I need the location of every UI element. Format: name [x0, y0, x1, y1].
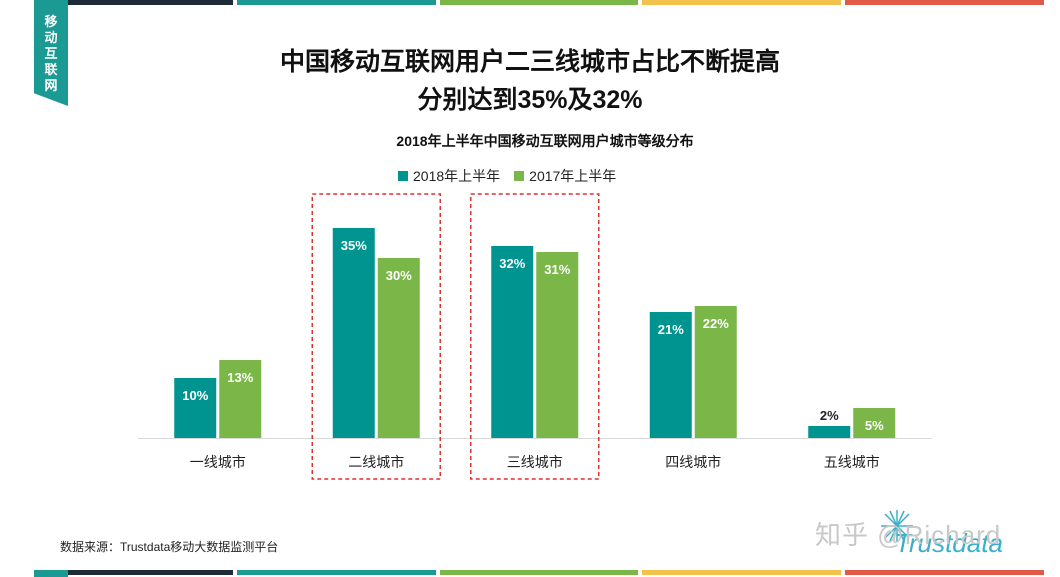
- headline-line-2: 分别达到35%及32%: [417, 86, 643, 114]
- strip-segment: [236, 570, 436, 575]
- category-label: 五线城市: [824, 454, 880, 470]
- chart-legend: 2018年上半年 2017年上半年: [398, 166, 630, 186]
- strip-segment: [236, 0, 436, 5]
- chart-title: 2018年上半年中国移动互联网用户城市等级分布: [396, 133, 694, 149]
- bar: [332, 228, 375, 438]
- strip-segment: [439, 0, 639, 5]
- legend-item-2017: 2017年上半年: [514, 166, 616, 186]
- data-label: 5%: [865, 418, 884, 433]
- data-label: 2%: [820, 408, 839, 423]
- bar: [808, 426, 851, 438]
- strip-segment: [642, 570, 842, 575]
- category-label: 一线城市: [190, 454, 246, 470]
- legend-label-2018: 2018年上半年: [413, 168, 501, 184]
- highlight-box: [470, 193, 600, 480]
- category-label: 三线城市: [507, 454, 563, 470]
- legend-label-2017: 2017年上半年: [529, 168, 617, 184]
- data-label: 31%: [544, 262, 570, 277]
- legend-swatch-2017: [514, 171, 525, 181]
- bar: [536, 252, 579, 438]
- zhihu-watermark: 知乎 @Richard: [815, 520, 1002, 550]
- strip-segment: [34, 570, 233, 575]
- section-tab: 移动互联网: [34, 0, 68, 106]
- headline-line-1: 中国移动互联网用户二三线城市占比不断提高: [279, 48, 780, 76]
- data-label: 10%: [182, 388, 208, 403]
- bar: [491, 246, 534, 438]
- data-label: 32%: [499, 256, 525, 271]
- top-color-strip: [34, 0, 1044, 5]
- strip-segment: [845, 570, 1044, 575]
- bottom-color-strip: [34, 570, 1044, 575]
- bar: [649, 312, 692, 438]
- data-label: 35%: [341, 238, 367, 253]
- corner-mark: [34, 570, 68, 577]
- bar: [853, 408, 896, 438]
- data-label: 30%: [386, 268, 412, 283]
- strip-segment: [439, 570, 639, 575]
- trustdata-logo-burst-icon: [877, 506, 917, 551]
- bar: [219, 360, 262, 438]
- legend-item-2018: 2018年上半年: [398, 166, 500, 186]
- data-label: 22%: [703, 316, 729, 331]
- bar: [174, 378, 217, 438]
- strip-segment: [642, 0, 842, 5]
- category-label: 二线城市: [348, 454, 404, 470]
- strip-segment: [34, 0, 233, 5]
- legend-swatch-2018: [398, 171, 408, 181]
- bar: [694, 306, 737, 438]
- data-source-note: 数据来源：Trustdata移动大数据监测平台: [60, 540, 279, 554]
- data-label: 21%: [658, 322, 684, 337]
- trustdata-logo: Trustdata: [895, 528, 1003, 558]
- category-label: 四线城市: [665, 454, 721, 470]
- bar: [377, 258, 420, 438]
- strip-segment: [845, 0, 1044, 5]
- section-tab-label: 移动互联网: [44, 14, 58, 93]
- data-label: 13%: [227, 370, 253, 385]
- highlight-box: [311, 193, 441, 480]
